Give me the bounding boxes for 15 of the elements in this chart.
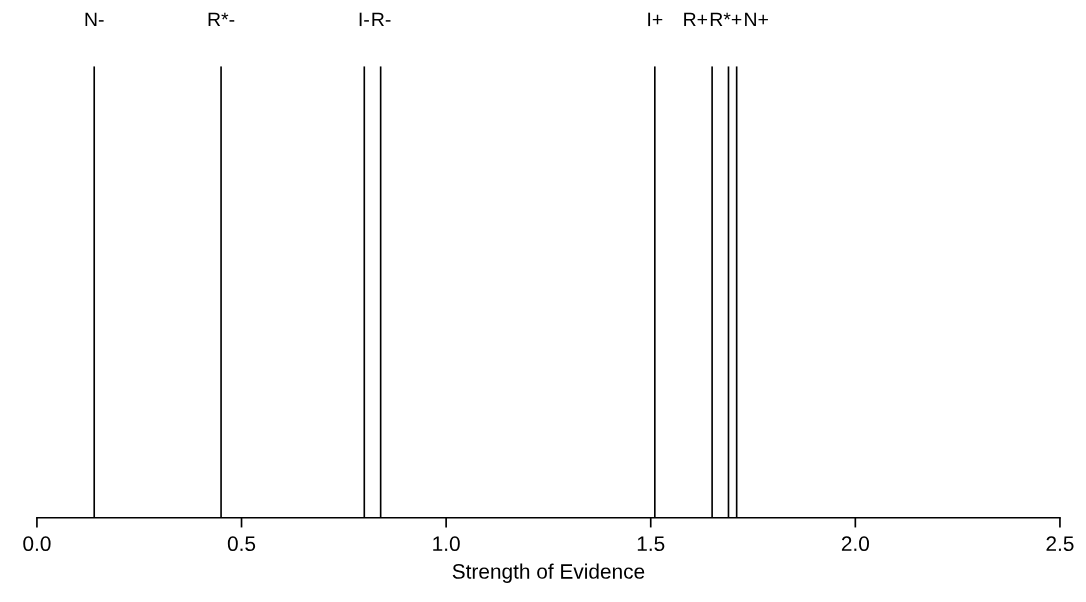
x-tick-label: 2.0 xyxy=(841,536,869,552)
annotation: I+ xyxy=(648,12,663,27)
annotation: N+ xyxy=(745,12,768,27)
annotation: R+ xyxy=(684,12,708,27)
x-tick-label: 0.0 xyxy=(23,536,51,552)
x-tick-label: 2.5 xyxy=(1046,536,1074,552)
x-tick-label: 1.5 xyxy=(637,536,665,552)
x-tick-label: 0.5 xyxy=(227,536,256,552)
annotation: N- xyxy=(85,12,104,27)
annotation: I- xyxy=(359,12,369,27)
x-axis-title: Strength of Evidence xyxy=(452,563,645,583)
x-tick-label: 1.0 xyxy=(433,536,460,552)
annotation: R- xyxy=(372,12,391,27)
annotation: R*- xyxy=(208,12,235,27)
annotation: R*+ xyxy=(710,12,742,27)
